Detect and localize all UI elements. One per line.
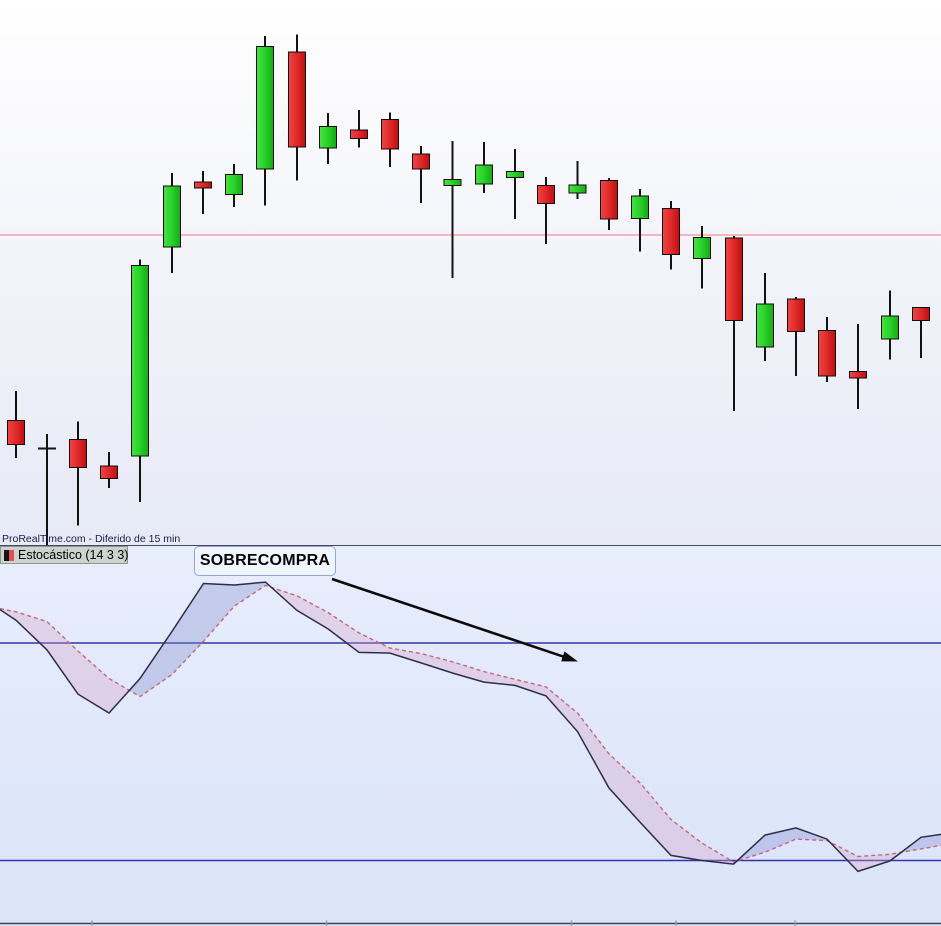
candles xyxy=(7,34,930,545)
stochastic-panel: Estocástico (14 3 3) SOBRECOMPRA xyxy=(0,545,941,926)
watermark: ProRealTime.com - Diferido de 15 min xyxy=(2,533,181,545)
stochastic-fill-areas xyxy=(0,582,941,872)
candlestick-icon xyxy=(4,549,14,561)
time-axis xyxy=(0,920,941,926)
candlestick-chart xyxy=(0,34,941,545)
indicator-legend-label: Estocástico (14 3 3) xyxy=(18,548,129,562)
price-panel: ProRealTime.com - Diferido de 15 min xyxy=(0,0,941,545)
overbought-annotation-label: SOBRECOMPRA xyxy=(199,552,331,569)
stochastic-level-lines xyxy=(0,642,941,862)
indicator-legend[interactable]: Estocástico (14 3 3) xyxy=(0,546,128,564)
stochastic-chart xyxy=(0,577,941,926)
annotation-arrow[interactable] xyxy=(331,577,578,662)
stochastic-lines xyxy=(0,581,941,873)
overbought-annotation[interactable]: SOBRECOMPRA xyxy=(194,546,336,576)
